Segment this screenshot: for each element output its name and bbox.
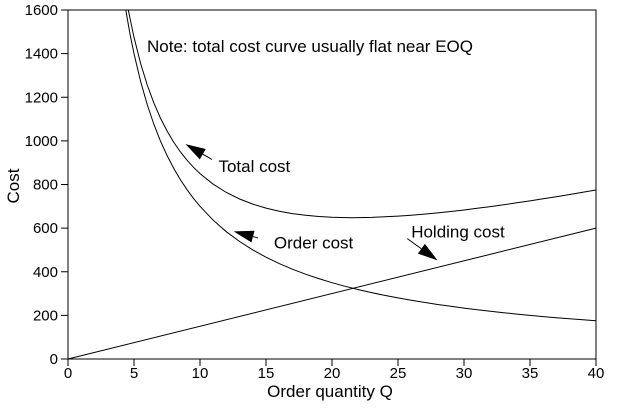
x-tick-label: 15	[258, 365, 275, 382]
y-tick-label: 1600	[25, 2, 58, 19]
y-tick-label: 0	[50, 351, 58, 368]
curve-order-cost	[125, 9, 597, 322]
y-tick-label: 1200	[25, 89, 58, 106]
annotation-arrow-line-total-cost	[202, 153, 213, 160]
annotation-arrow-line-holding-cost	[406, 238, 422, 250]
annotation-arrow-line-order-cost	[252, 236, 259, 239]
x-tick-label: 10	[192, 365, 209, 382]
y-tick-label: 200	[33, 307, 58, 324]
curve-total-cost	[127, 9, 597, 219]
y-tick-label: 1000	[25, 133, 58, 150]
chart-note: Note: total cost curve usually flat near…	[147, 37, 473, 56]
y-tick-label: 1400	[25, 46, 58, 63]
y-tick-label: 600	[33, 220, 58, 237]
x-tick-label: 40	[588, 365, 605, 382]
x-tick-label: 35	[522, 365, 539, 382]
annotation-label-order-cost: Order cost	[274, 233, 354, 252]
plot-border	[67, 9, 597, 360]
x-tick-label: 25	[390, 365, 407, 382]
y-tick-label: 800	[33, 177, 58, 194]
curve-holding-cost	[67, 227, 597, 360]
y-axis-title: Cost	[4, 168, 23, 204]
y-tick-label: 400	[33, 264, 58, 281]
x-tick-label: 30	[456, 365, 473, 382]
annotation-arrowhead-total-cost	[185, 144, 206, 160]
x-tick-label: 0	[64, 365, 72, 382]
x-axis-title: Order quantity Q	[267, 382, 393, 401]
annotation-arrowhead-order-cost	[233, 230, 255, 243]
annotation-label-total-cost: Total cost	[218, 157, 290, 176]
x-tick-label: 5	[130, 365, 138, 382]
annotation-label-holding-cost: Holding cost	[411, 222, 505, 241]
annotation-arrowhead-holding-cost	[417, 243, 438, 261]
x-tick-label: 20	[324, 365, 341, 382]
